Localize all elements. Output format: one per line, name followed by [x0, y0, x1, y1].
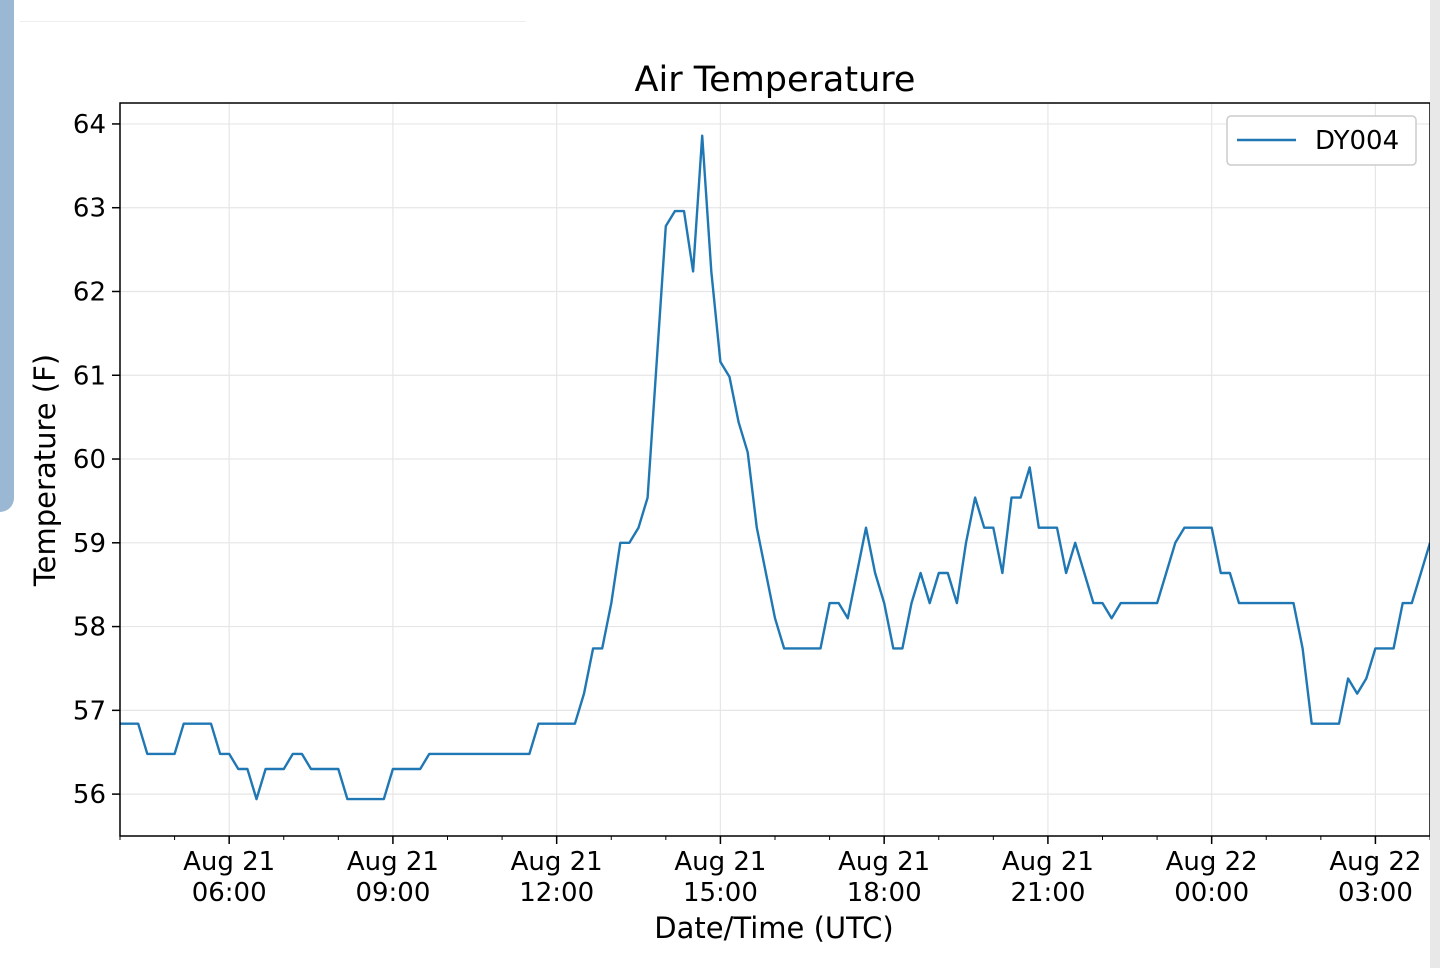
x-tick-label-date: Aug 21 — [674, 847, 766, 877]
x-tick-label-time: 12:00 — [519, 878, 594, 908]
x-tick-label-date: Aug 21 — [347, 847, 439, 877]
y-tick-label: 59 — [73, 529, 106, 559]
x-tick-label-date: Aug 21 — [1002, 847, 1094, 877]
y-tick-label: 57 — [73, 696, 106, 726]
x-tick-label-time: 18:00 — [847, 878, 922, 908]
y-tick-label: 61 — [73, 361, 106, 391]
legend-box — [1226, 115, 1417, 166]
legend-label: DY004 — [1315, 126, 1399, 156]
x-tick-label-date: Aug 21 — [511, 847, 603, 877]
x-tick-label-date: Aug 21 — [838, 847, 930, 877]
y-axis-label: Temperature (F) — [28, 354, 62, 587]
x-tick-label-time: 03:00 — [1338, 878, 1413, 908]
legend: DY004 — [1226, 115, 1417, 166]
x-tick-label-date: Aug 21 — [183, 847, 275, 877]
y-tick-label: 58 — [73, 613, 106, 643]
x-tick-label-time: 00:00 — [1174, 878, 1249, 908]
y-tick-label: 62 — [73, 277, 106, 307]
x-tick-label-date: Aug 22 — [1166, 847, 1258, 877]
side-panel — [0, 0, 14, 512]
plot-frame — [119, 102, 1430, 837]
y-axis: 56 57 58 59 60 61 62 63 64 — [73, 110, 120, 810]
scrollbar-track[interactable] — [1430, 0, 1440, 968]
y-tick-label: 60 — [73, 445, 106, 475]
x-tick-label-time: 15:00 — [683, 878, 758, 908]
x-axis-label: Date/Time (UTC) — [654, 911, 893, 945]
top-divider — [20, 21, 526, 22]
y-tick-label: 64 — [73, 110, 106, 140]
y-tick-label: 56 — [73, 780, 106, 810]
x-tick-label-time: 06:00 — [192, 878, 267, 908]
y-tick-label: 63 — [73, 194, 106, 224]
x-tick-label-time: 21:00 — [1010, 878, 1085, 908]
x-tick-label-time: 09:00 — [355, 878, 430, 908]
series-layer — [120, 134, 1430, 801]
x-tick-label-date: Aug 22 — [1329, 847, 1421, 877]
chart-title: Air Temperature — [635, 60, 916, 100]
grid-lines — [120, 103, 1430, 836]
series-line-dy004 — [120, 134, 1430, 801]
